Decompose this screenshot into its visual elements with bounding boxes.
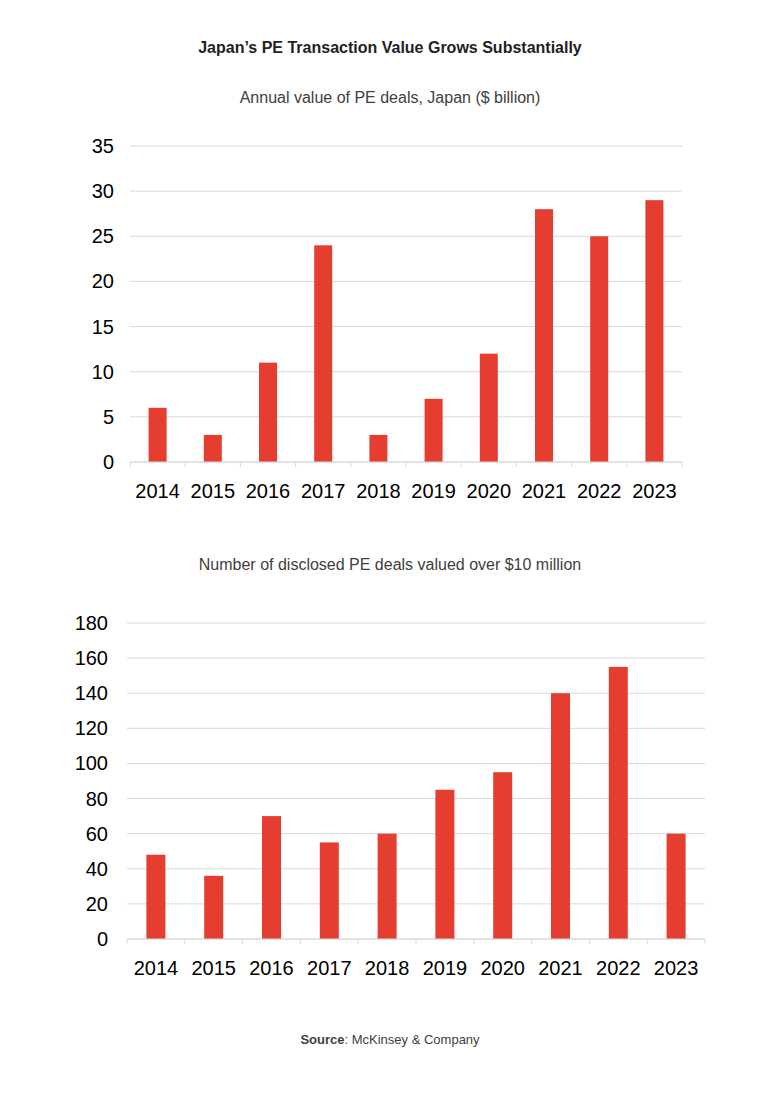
bar [435,790,454,939]
bar [149,408,167,462]
x-tick-label: 2019 [411,480,456,502]
x-tick-label: 2023 [654,957,699,979]
x-tick [682,462,683,467]
x-tick [300,939,301,944]
y-tick-label: 20 [86,893,108,915]
y-tick-label: 35 [92,135,114,157]
x-tick [626,462,627,467]
bar [320,842,339,939]
x-tick-label: 2022 [596,957,641,979]
y-tick-label: 5 [103,406,114,428]
x-tick-label: 2014 [135,480,180,502]
x-tick-label: 2018 [356,480,401,502]
y-tick-label: 0 [103,451,114,473]
x-tick [589,939,590,944]
x-tick [350,462,351,467]
x-tick-label: 2023 [632,480,677,502]
x-tick-label: 2017 [307,957,352,979]
x-tick [358,939,359,944]
bar [667,834,686,939]
x-tick-label: 2017 [301,480,346,502]
x-tick-label: 2016 [246,480,291,502]
y-tick-label: 140 [75,682,108,704]
x-tick [473,939,474,944]
grid-line [127,658,705,659]
grid-line [127,623,705,624]
x-tick [416,939,417,944]
grid-line [130,191,682,192]
y-tick-label: 10 [92,361,114,383]
bar [425,399,443,462]
x-tick [240,462,241,467]
bar [609,667,628,939]
bar [378,834,397,939]
x-tick [571,462,572,467]
bar [262,816,281,939]
bar [480,354,498,462]
y-tick-label: 15 [92,316,114,338]
x-tick [185,462,186,467]
x-tick [242,939,243,944]
y-tick-label: 60 [86,823,108,845]
x-tick [406,462,407,467]
source-label: Source [300,1032,344,1047]
bar [369,435,387,462]
main-title: Japan’s PE Transaction Value Grows Subst… [198,39,582,56]
x-tick-label: 2015 [191,957,236,979]
y-tick-label: 80 [86,788,108,810]
background [0,0,780,1094]
x-tick-label: 2016 [249,957,294,979]
bar [146,855,165,939]
bars [149,200,664,462]
bar [259,363,277,462]
source: Source: McKinsey & Company [300,1032,480,1047]
x-tick [127,939,128,944]
y-tick-label: 25 [92,225,114,247]
bar [535,209,553,462]
x-tick [705,939,706,944]
y-tick-label: 100 [75,752,108,774]
chart: Number of disclosed PE deals valued over… [75,556,705,979]
y-tick-label: 160 [75,647,108,669]
bar [204,876,223,939]
x-tick-label: 2021 [538,957,583,979]
x-tick [516,462,517,467]
bar [204,435,222,462]
x-tick-label: 2022 [577,480,622,502]
bar [314,245,332,462]
x-tick [184,939,185,944]
x-tick-label: 2015 [191,480,236,502]
y-tick-label: 30 [92,180,114,202]
x-tick-label: 2020 [480,957,525,979]
x-tick [295,462,296,467]
bars [146,667,685,939]
x-tick [130,462,131,467]
bar [551,693,570,939]
x-tick [461,462,462,467]
bar [493,772,512,939]
bar [590,236,608,462]
bar [645,200,663,462]
x-tick-label: 2019 [423,957,468,979]
y-tick-label: 40 [86,858,108,880]
x-tick [647,939,648,944]
y-tick-label: 120 [75,717,108,739]
x-tick [531,939,532,944]
chart-title: Annual value of PE deals, Japan ($ billi… [240,89,541,106]
chart-title: Number of disclosed PE deals valued over… [199,556,581,573]
x-tick-label: 2018 [365,957,410,979]
y-tick-label: 0 [97,928,108,950]
x-tick-label: 2021 [522,480,567,502]
source-text: : McKinsey & Company [344,1032,480,1047]
page: Japan’s PE Transaction Value Grows Subst… [0,0,780,1094]
x-tick-label: 2014 [134,957,179,979]
y-tick-label: 20 [92,270,114,292]
grid-line [130,146,682,147]
x-tick-label: 2020 [467,480,512,502]
y-tick-label: 180 [75,612,108,634]
chart: Annual value of PE deals, Japan ($ billi… [92,89,682,502]
